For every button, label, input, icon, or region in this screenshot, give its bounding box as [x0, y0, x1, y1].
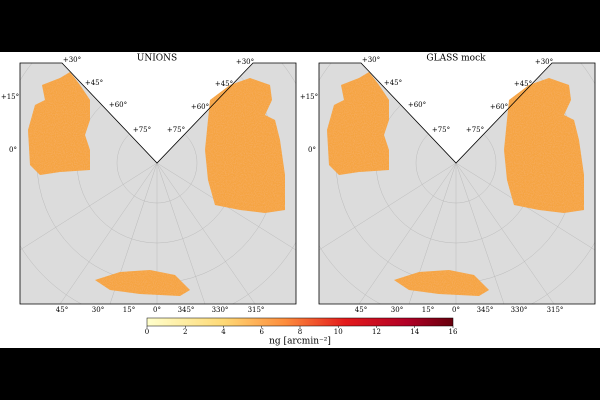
- panel-title: UNIONS: [137, 54, 177, 64]
- dec-label: +75°: [167, 126, 185, 134]
- dec-label: +60°: [109, 101, 127, 109]
- dec-label: +30°: [236, 58, 254, 66]
- dec-label: +30°: [535, 58, 553, 66]
- dec-label: +15°: [300, 93, 318, 101]
- dec-label: +75°: [432, 126, 450, 134]
- colorbar-tick-label: 6: [260, 328, 265, 336]
- ra-label: 15°: [422, 306, 434, 314]
- dec-label: +45°: [215, 80, 233, 88]
- colorbar-tick-label: 2: [183, 328, 187, 336]
- dec-label: +30°: [63, 56, 81, 64]
- ra-label: 315°: [248, 306, 265, 314]
- panel-title: GLASS mock: [426, 54, 486, 64]
- ra-label: 0°: [452, 306, 460, 314]
- colorbar: [146, 317, 454, 327]
- dec-label: +30°: [362, 56, 380, 64]
- ra-label: 30°: [391, 306, 403, 314]
- colorbar-tick-label: 10: [334, 328, 343, 336]
- colorbar-tick-label: 16: [449, 328, 458, 336]
- ra-label: 345°: [477, 306, 494, 314]
- dec-label: +60°: [191, 103, 209, 111]
- ra-label: 315°: [547, 306, 564, 314]
- ra-label: 330°: [212, 306, 229, 314]
- colorbar-tick-label: 12: [372, 328, 381, 336]
- dec-label: +45°: [85, 79, 103, 87]
- dec-label: +60°: [408, 101, 426, 109]
- ra-label: 45°: [355, 306, 367, 314]
- ra-label: 15°: [123, 306, 135, 314]
- dec-label: +15°: [1, 93, 19, 101]
- ra-label: 330°: [511, 306, 528, 314]
- dec-label: +75°: [466, 126, 484, 134]
- colorbar-tick-label: 8: [298, 328, 302, 336]
- ra-label: 30°: [92, 306, 104, 314]
- dec-label: +75°: [133, 126, 151, 134]
- ra-label: 0°: [153, 306, 161, 314]
- dec-label: 0°: [308, 146, 316, 154]
- sky-map: [296, 3, 600, 323]
- colorbar-label: ng [arcmin⁻²]: [269, 337, 331, 347]
- ra-label: 345°: [178, 306, 195, 314]
- dec-label: +45°: [514, 80, 532, 88]
- colorbar-tick-label: 14: [410, 328, 419, 336]
- colorbar-tick-label: 4: [221, 328, 226, 336]
- dec-label: 0°: [9, 146, 17, 154]
- dec-label: +45°: [384, 79, 402, 87]
- colorbar-tick-label: 0: [145, 328, 149, 336]
- sky-map: [0, 3, 317, 323]
- dec-label: +60°: [490, 103, 508, 111]
- ra-label: 45°: [56, 306, 68, 314]
